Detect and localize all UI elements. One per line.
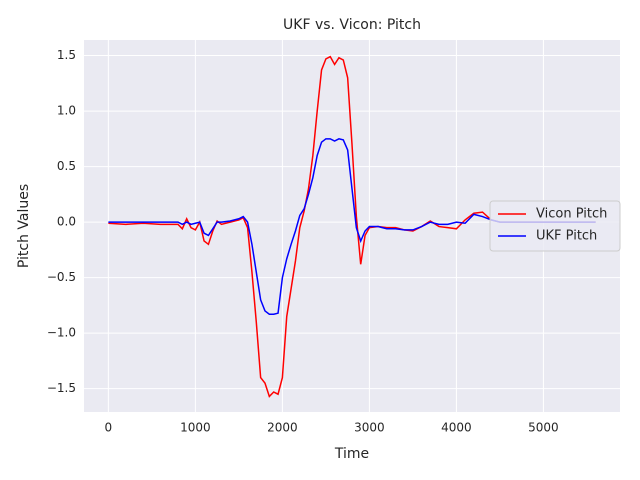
x-tick-label: 3000	[354, 421, 385, 435]
x-tick-label: 2000	[267, 421, 298, 435]
y-tick-label: 1.5	[57, 48, 76, 62]
y-tick-label: −1.0	[47, 326, 76, 340]
y-axis-label: Pitch Values	[16, 184, 32, 268]
y-tick-label: −1.5	[47, 381, 76, 395]
legend-label: UKF Pitch	[536, 229, 597, 244]
y-tick-label: −0.5	[47, 270, 76, 284]
x-tick-label: 5000	[528, 421, 559, 435]
data-line	[108, 55, 596, 398]
chart-title: UKF vs. Vicon: Pitch	[283, 17, 421, 33]
y-tick-label: 0.5	[57, 159, 76, 173]
legend-label: Vicon Pitch	[536, 207, 607, 222]
y-tick-label: 0.0	[57, 215, 76, 229]
x-axis-label: Time	[334, 446, 369, 462]
x-tick-label: 0	[105, 421, 113, 435]
data-line	[108, 138, 596, 316]
x-tick-label: 4000	[441, 421, 472, 435]
y-tick-label: 1.0	[57, 104, 76, 118]
x-tick-label: 1000	[180, 421, 211, 435]
